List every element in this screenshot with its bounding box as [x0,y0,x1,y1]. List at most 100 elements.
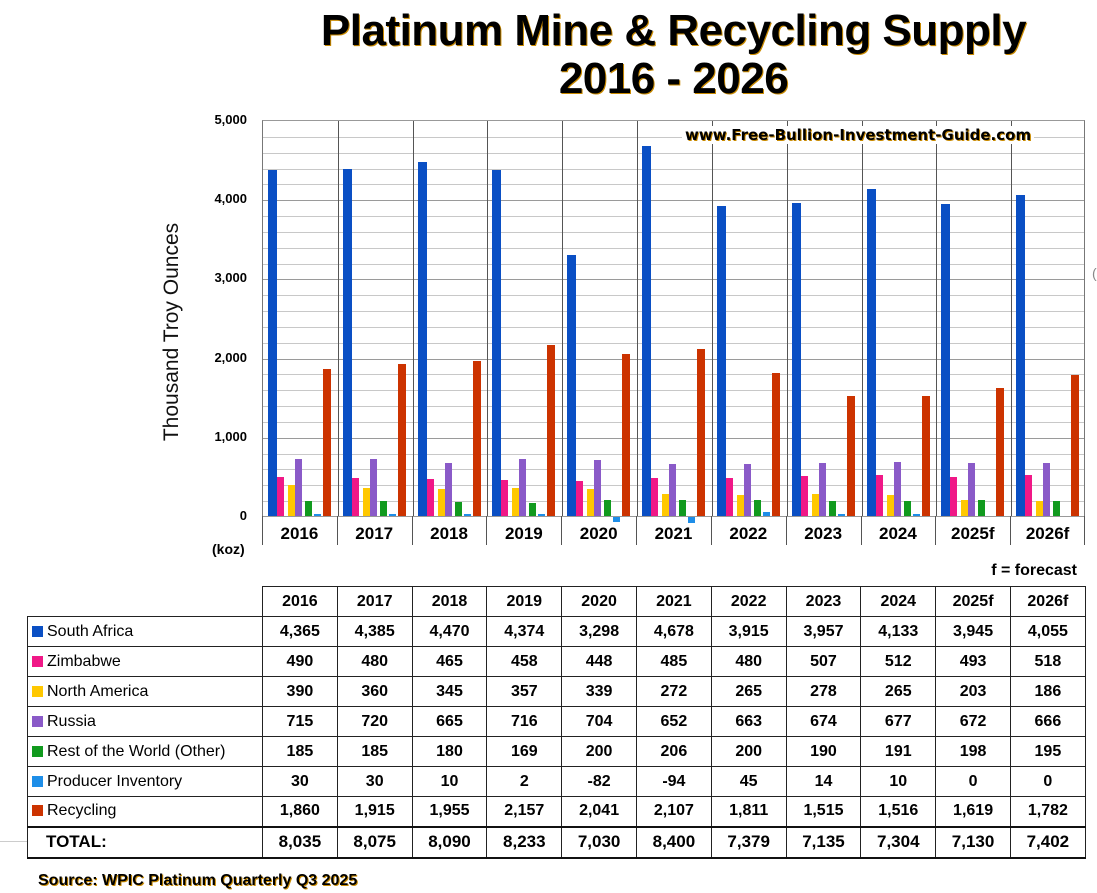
bar-north-america [811,493,819,516]
column-header: 2020 [561,586,637,617]
table-row: South Africa 4,365 4,385 4,470 4,374 3,298 4,6… [27,616,1086,647]
bar-producer-inventory [912,514,920,516]
category-separator [637,121,639,517]
table-cell: 185 [336,736,413,767]
table-cell: 200 [561,736,637,767]
table-header-row: 2016 2017 2018 2019 2020 2021 2022 2023 2024 2025… [28,586,1086,617]
row-label-text: Recycling [47,802,117,820]
x-separator [486,516,488,545]
table-cell: 3,957 [785,616,862,647]
table-cell: 1,811 [710,796,787,827]
gridline [263,184,1084,186]
bar-north-america [1036,501,1044,516]
bar-rest-of-the-world-other [828,500,836,516]
bar-producer-inventory [762,512,770,516]
x-tick-label: 2018 [430,524,468,543]
chart-title-line1: Platinum Mine & Recycling Supply [320,6,1027,55]
table-cell: 4,470 [411,616,488,647]
table-cell: 2,041 [561,796,637,827]
table-cell: 0 [935,766,1011,797]
y-axis-label: Thousand Troy Ounces [160,222,183,442]
bar-south-africa [492,169,502,516]
bar-south-africa [1016,194,1026,516]
table-cell: 704 [561,706,637,737]
category-separator [487,121,489,517]
bar-zimbabwe [1025,474,1033,516]
gridline [263,152,1084,154]
bar-zimbabwe [875,475,883,516]
row-label: Recycling [27,796,263,827]
table-cell: 674 [785,706,862,737]
table-cell: 715 [262,706,338,737]
bar-zimbabwe [800,475,808,516]
bar-recycling [846,396,855,516]
x-tick-label: 2019 [504,524,543,543]
x-separator [336,516,338,545]
bar-producer-inventory [688,516,696,524]
x-separator [710,516,712,545]
row-label: Russia [27,706,263,737]
bar-north-america [587,489,595,516]
x-tick-label: 2026f [1025,524,1070,543]
table-cell: 30 [336,766,413,797]
row-label-text: North America [47,682,149,700]
y-axis-unit: (koz) [212,541,245,557]
bar-russia [669,464,677,516]
bar-recycling [996,387,1005,516]
bar-russia [444,463,452,516]
x-tick-label: 2025f [951,524,995,543]
bar-rest-of-the-world-other [529,502,537,516]
table-cell: 1,955 [411,796,488,827]
total-cell: 7,402 [1009,825,1086,859]
bar-producer-inventory [463,514,471,516]
y-tick-label: 4,000 [214,191,247,207]
bar-rest-of-the-world-other [379,501,387,516]
column-header: 2019 [486,586,563,617]
table-cell: 4,133 [860,616,937,647]
table-cell: 465 [411,646,488,677]
x-tick-label: 2017 [355,524,394,543]
row-label-text: South Africa [47,622,134,640]
row-label: Zimbabwe [27,646,263,677]
bar-south-africa [941,203,951,516]
table-cell: 357 [486,676,563,707]
legend-swatch-icon [32,715,43,727]
category-separator [786,121,788,517]
table-cell: 186 [1009,676,1086,707]
column-header: 2021 [635,586,712,617]
bar-north-america [437,488,445,516]
column-header: 2017 [336,586,413,617]
table-cell: 10 [860,766,937,797]
table-cell: 0 [1009,766,1086,797]
table-cell: 672 [935,706,1011,737]
gridline [263,247,1084,249]
bar-russia [519,459,527,516]
edge-artifact: ( [1092,265,1097,281]
row-label-text: Rest of the World (Other) [47,742,226,760]
table-row: Recycling 1,860 1,915 1,955 2,157 2,041 2,107 1… [27,796,1086,827]
y-tick-label: 5,000 [214,112,247,127]
bar-north-america [512,487,520,516]
bar-zimbabwe [651,477,659,516]
column-header: 2022 [710,586,787,617]
x-tick-label: 2024 [879,524,917,543]
table-cell: 2 [486,766,563,797]
table-corner [28,587,263,617]
table-cell: 480 [336,646,413,677]
bar-rest-of-the-world-other [454,501,462,516]
bar-russia [1043,463,1051,516]
legend-swatch-icon [32,775,43,787]
gridline [263,437,1084,439]
table-cell: 720 [336,706,413,737]
table-cell: 1,619 [935,796,1011,827]
table-cell: 339 [561,676,637,707]
table-cell: 677 [860,706,937,737]
y-tick-label: 0 [239,508,247,523]
table-cell: 666 [1009,706,1086,737]
column-header: 2023 [785,586,862,617]
table-cell: 195 [1009,736,1086,767]
bar-zimbabwe [501,479,509,516]
table-cell: 480 [710,646,787,677]
gridline [263,453,1084,455]
bar-recycling [397,364,406,516]
